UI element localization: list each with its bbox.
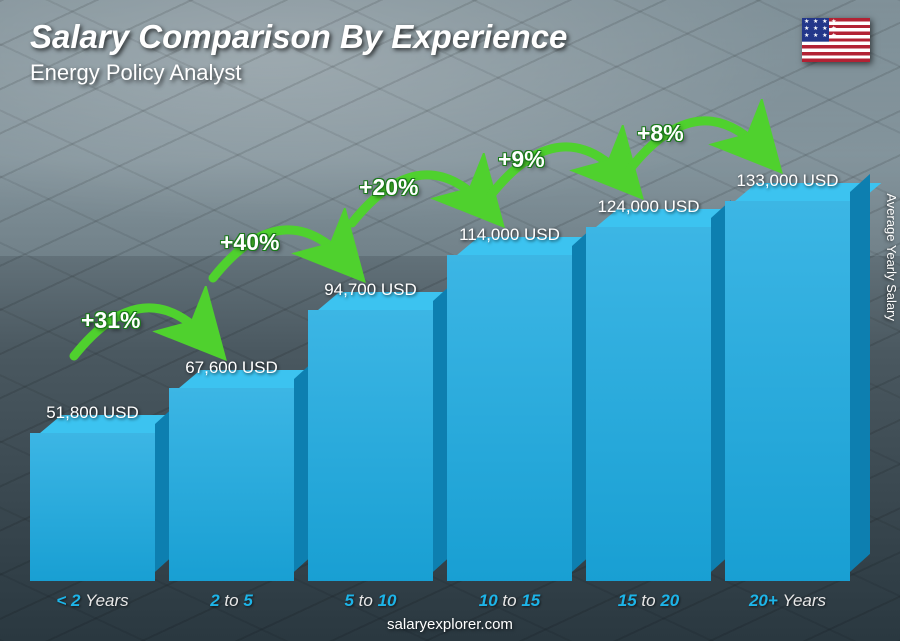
percent-increase: +40%: [220, 229, 279, 256]
percent-increase: +20%: [359, 174, 418, 201]
bar-value-label: 114,000 USD: [459, 225, 560, 245]
bar-column: +40%94,700 USD5 to 10: [308, 280, 433, 581]
bar: [169, 388, 294, 581]
percent-increase: +31%: [81, 307, 140, 334]
bar-front-face: [308, 310, 433, 581]
bar-front-face: [447, 255, 572, 581]
bar-column: +31%67,600 USD2 to 5: [169, 358, 294, 581]
header: Salary Comparison By Experience Energy P…: [30, 18, 870, 86]
bar: [447, 255, 572, 581]
infographic-canvas: Salary Comparison By Experience Energy P…: [0, 0, 900, 641]
bar-front-face: [586, 227, 711, 581]
footer-credit: salaryexplorer.com: [0, 616, 900, 633]
bar: [586, 227, 711, 581]
x-axis-label: 20+ Years: [749, 591, 826, 611]
bar-front-face: [169, 388, 294, 581]
bar-value-label: 133,000 USD: [736, 171, 838, 191]
bar-value-label: 51,800 USD: [46, 403, 139, 423]
bar-value-label: 124,000 USD: [597, 197, 699, 217]
x-axis-label: 2 to 5: [210, 591, 253, 611]
page-title: Salary Comparison By Experience: [30, 18, 567, 56]
us-flag-icon: [802, 18, 870, 62]
bar-value-label: 94,700 USD: [324, 280, 417, 300]
x-axis-label: 15 to 20: [618, 591, 680, 611]
page-subtitle: Energy Policy Analyst: [30, 60, 567, 86]
bar-column: +9%124,000 USD15 to 20: [586, 197, 711, 581]
x-axis-label: 5 to 10: [344, 591, 396, 611]
bar-column: +20%114,000 USD10 to 15: [447, 225, 572, 581]
bar: [308, 310, 433, 581]
bar-value-label: 67,600 USD: [185, 358, 278, 378]
bar: [30, 433, 155, 581]
bar-column: 51,800 USD< 2 Years: [30, 403, 155, 581]
title-block: Salary Comparison By Experience Energy P…: [30, 18, 567, 86]
percent-increase: +9%: [498, 146, 545, 173]
bar: [725, 201, 850, 581]
bar-front-face: [30, 433, 155, 581]
bar-column: +8%133,000 USD20+ Years: [725, 171, 850, 581]
x-axis-label: 10 to 15: [479, 591, 541, 611]
bar-side-face: [850, 174, 870, 572]
bar-front-face: [725, 201, 850, 581]
x-axis-label: < 2 Years: [56, 591, 128, 611]
y-axis-label: Average Yearly Salary: [885, 193, 900, 321]
percent-increase: +8%: [637, 120, 684, 147]
bar-chart: 51,800 USD< 2 Years+31%67,600 USD2 to 5+…: [30, 111, 850, 581]
